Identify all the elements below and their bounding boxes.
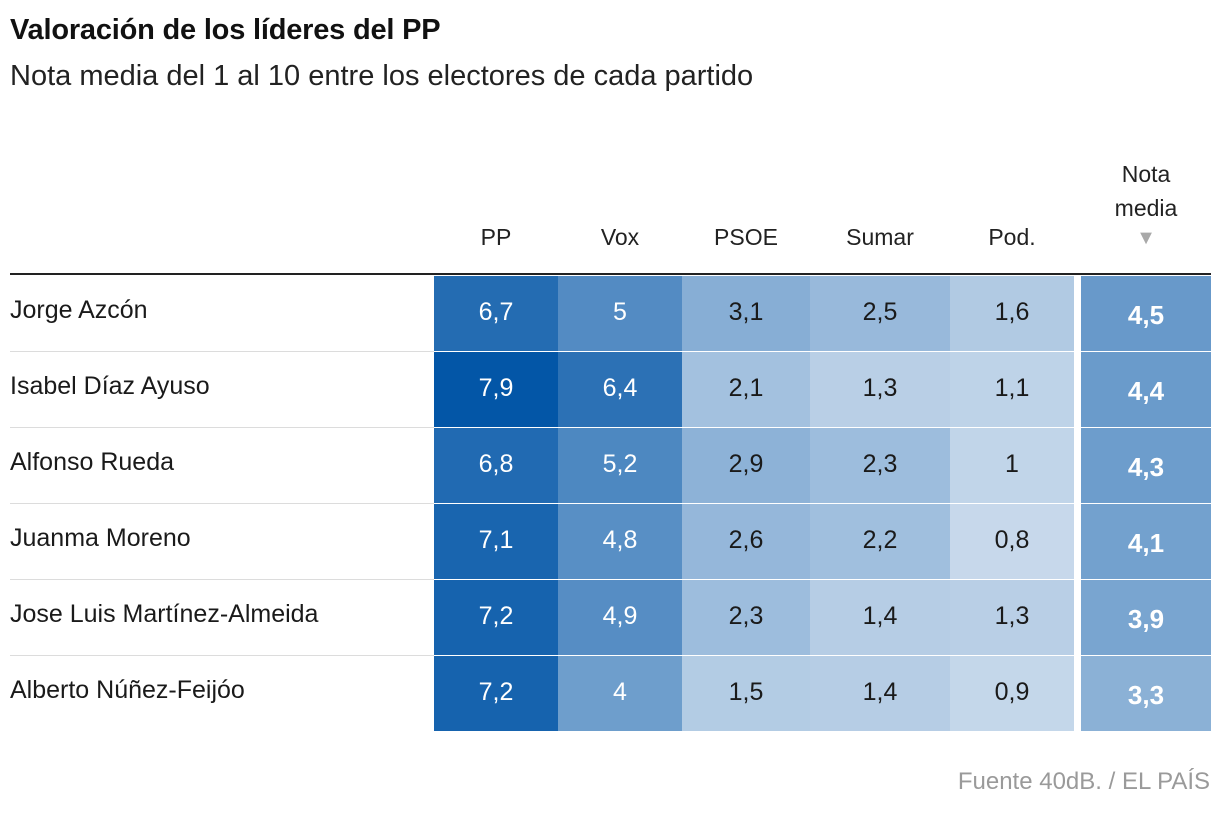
row-separator xyxy=(10,503,434,504)
heatmap-cell: 4,9 xyxy=(558,580,682,655)
heatmap-cell: 1,4 xyxy=(810,580,950,655)
heatmap-cell: 0,9 xyxy=(950,656,1074,731)
leader-name: Jorge Azcón xyxy=(10,296,148,324)
column-header-sumar[interactable]: Sumar xyxy=(846,224,914,250)
heatmap-cell: 2,5 xyxy=(810,276,950,351)
row-separator xyxy=(10,655,434,656)
heatmap-cell: 2,9 xyxy=(682,428,810,503)
heatmap-cell: 4,8 xyxy=(558,504,682,579)
source-note: Fuente 40dB. / EL PAÍS xyxy=(957,768,1210,795)
heatmap-cell: 7,1 xyxy=(434,504,558,579)
row-separator xyxy=(10,579,434,580)
avg-cell: 4,5 xyxy=(1081,276,1211,351)
avg-header-line2: media xyxy=(1114,195,1178,221)
heatmap-cell: 1,6 xyxy=(950,276,1074,351)
heatmap-cell: 7,2 xyxy=(434,656,558,731)
row-separator xyxy=(10,351,434,352)
heatmap-cell: 2,1 xyxy=(682,352,810,427)
leader-name: Alfonso Rueda xyxy=(10,448,175,476)
avg-cell: 3,3 xyxy=(1081,656,1211,731)
heatmap-cell: 1,4 xyxy=(810,656,950,731)
column-header-pod[interactable]: Pod. xyxy=(988,224,1036,250)
chart-subtitle: Nota media del 1 al 10 entre los elector… xyxy=(10,60,754,92)
avg-cell: 4,3 xyxy=(1081,428,1211,503)
heatmap-cell: 2,3 xyxy=(810,428,950,503)
leader-name: Isabel Díaz Ayuso xyxy=(10,372,210,400)
heatmap-cell: 1,5 xyxy=(682,656,810,731)
heatmap-cell: 5 xyxy=(558,276,682,351)
heatmap-cell: 7,2 xyxy=(434,580,558,655)
heatmap-cell: 1,3 xyxy=(810,352,950,427)
heatmap-cell: 3,1 xyxy=(682,276,810,351)
heatmap-cell: 6,4 xyxy=(558,352,682,427)
leader-name: Alberto Núñez-Feijóo xyxy=(10,676,245,704)
avg-column-header[interactable]: Nota media ▼ xyxy=(1081,157,1211,251)
avg-column-divider xyxy=(1074,276,1080,730)
column-header-psoe[interactable]: PSOE xyxy=(714,224,778,250)
heatmap-cell: 5,2 xyxy=(558,428,682,503)
header-rule xyxy=(10,273,1211,275)
leader-name: Jose Luis Martínez-Almeida xyxy=(10,600,319,628)
avg-header-line1: Nota xyxy=(1121,161,1171,187)
heatmap-cell: 2,6 xyxy=(682,504,810,579)
heatmap-cell: 7,9 xyxy=(434,352,558,427)
row-separator xyxy=(10,427,434,428)
avg-cell: 3,9 xyxy=(1081,580,1211,655)
heatmap-cell: 2,2 xyxy=(810,504,950,579)
heatmap-cell: 1,3 xyxy=(950,580,1074,655)
heatmap-cell: 0,8 xyxy=(950,504,1074,579)
heatmap-cell: 6,7 xyxy=(434,276,558,351)
chart-title: Valoración de los líderes del PP xyxy=(10,14,441,46)
heatmap-cell: 1 xyxy=(950,428,1074,503)
avg-cell: 4,1 xyxy=(1081,504,1211,579)
avg-cell: 4,4 xyxy=(1081,352,1211,427)
heatmap-cell: 2,3 xyxy=(682,580,810,655)
heatmap-cell: 4 xyxy=(558,656,682,731)
heatmap-cell: 1,1 xyxy=(950,352,1074,427)
heatmap-cell: 6,8 xyxy=(434,428,558,503)
sort-descending-icon[interactable]: ▼ xyxy=(1136,227,1156,249)
column-header-pp[interactable]: PP xyxy=(480,224,512,250)
leader-name: Juanma Moreno xyxy=(10,524,191,552)
column-header-vox[interactable]: Vox xyxy=(600,224,640,250)
